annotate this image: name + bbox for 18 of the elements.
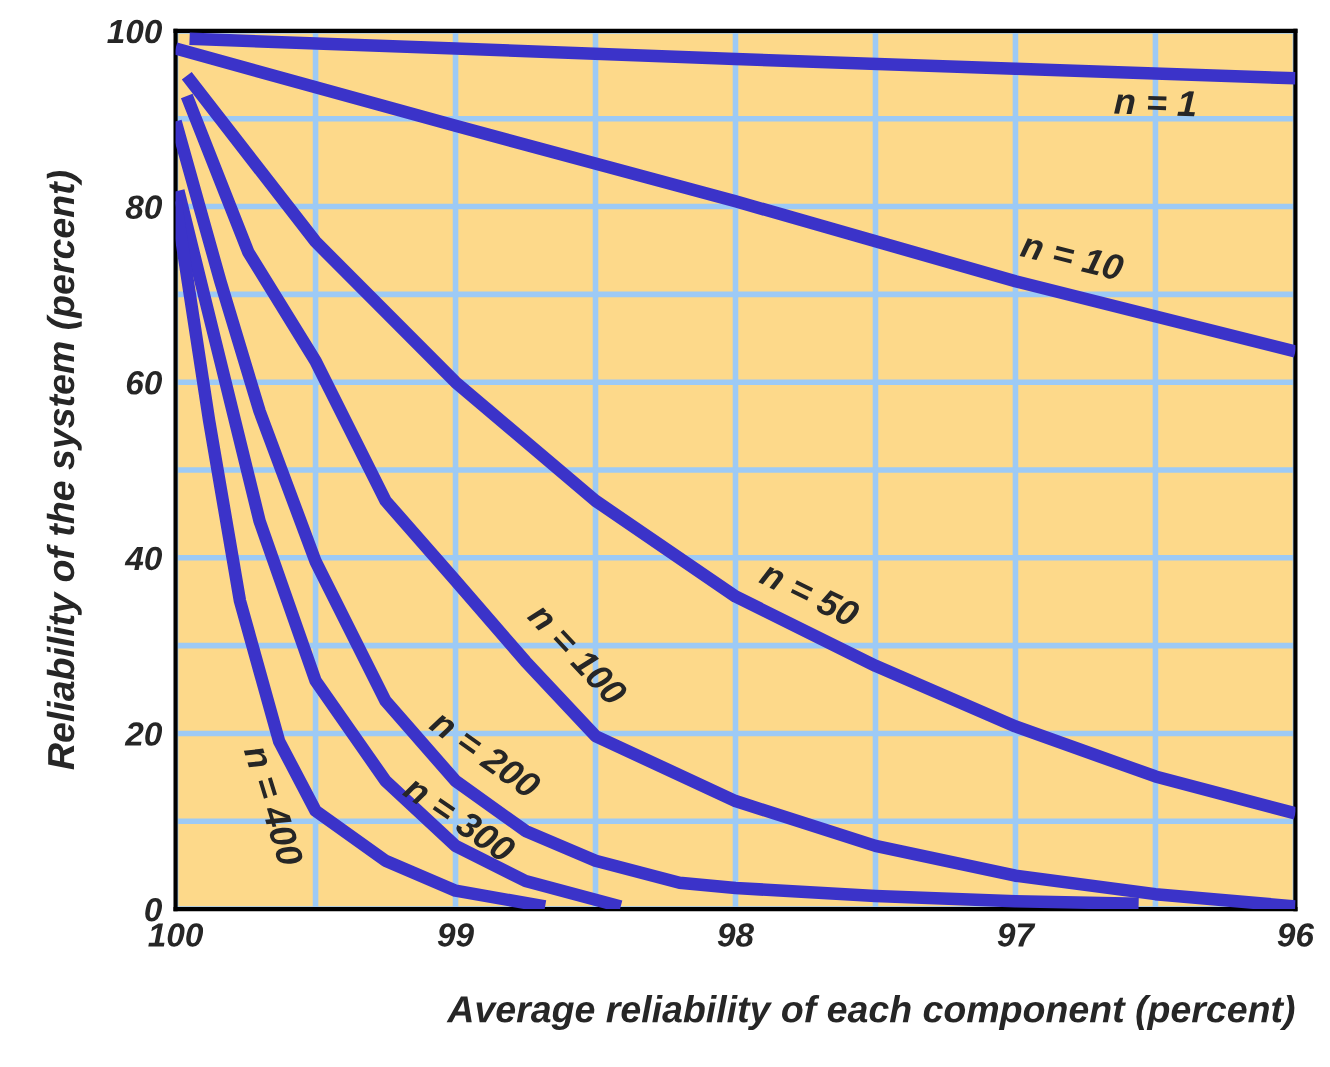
text: n = 10: [1019, 231, 1126, 282]
y-tick-label: 60: [126, 371, 163, 395]
y-tick-label: 20: [124, 722, 163, 746]
series-label: n = 1: [1114, 88, 1196, 117]
y-tick-label: 100: [107, 19, 163, 44]
x-tick-label: 97: [997, 923, 1036, 947]
text: n = 400: [243, 743, 304, 868]
x-tick-label: 100: [148, 923, 204, 947]
x-axis-title: Average reliability of each component (percent): [446, 995, 1295, 1030]
x-tick-label: 99: [437, 923, 474, 947]
text: n = 50: [758, 559, 862, 628]
y-tick-label: 80: [125, 195, 163, 219]
y-tick-label: 40: [124, 546, 163, 571]
text: n = 100: [526, 600, 629, 708]
y-axis-title: Reliability of the system (percent): [46, 171, 82, 770]
x-tick-label: 98: [717, 923, 754, 947]
y-tick-label: 0: [145, 897, 163, 922]
x-tick-label: 96: [1277, 923, 1315, 947]
